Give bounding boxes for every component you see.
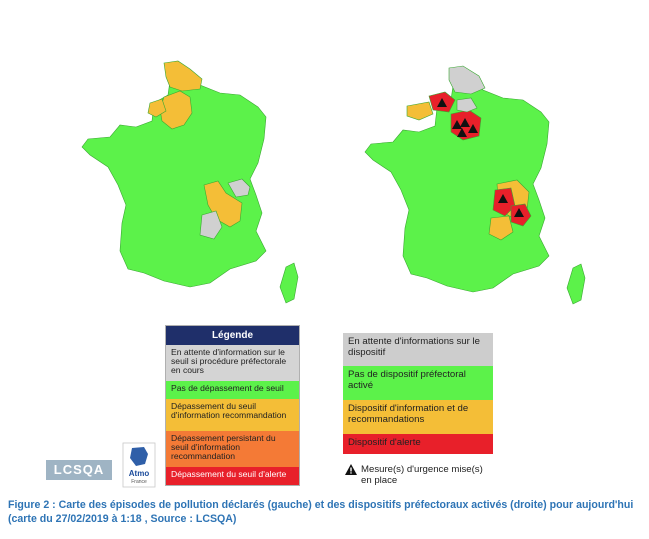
warning-icon [460, 118, 470, 127]
figure-caption: Figure 2 : Carte des épisodes de polluti… [8, 499, 634, 525]
pollution-episodes-map [81, 60, 299, 304]
warning-icon [514, 208, 524, 217]
region-drome-orange [488, 215, 514, 241]
legend-item-alert-measure: Dispositif d'alerte [343, 434, 493, 454]
region-savoie-grey [227, 178, 251, 198]
lcsqa-logo: LCSQA [46, 460, 112, 480]
urgence-markers [437, 98, 524, 217]
legend-item-information: Dépassement du seuil d'information recom… [166, 399, 299, 431]
legend-item-persistent: Dépassement persistant du seuil d'inform… [166, 431, 299, 467]
svg-text:Atmo: Atmo [129, 469, 150, 478]
warning-icon [437, 98, 447, 107]
svg-text:France: France [131, 479, 147, 485]
urgence-label: Mesure(s) d'urgence mise(s) en place [361, 464, 483, 486]
legend-item-pending: En attente d'information sur le seuil si… [166, 345, 299, 381]
region-hauts-de-france-grey [448, 65, 486, 95]
corsica [566, 263, 586, 305]
region-rhone-alpes-orange [203, 180, 243, 228]
legend-measures: En attente d'informations sur le disposi… [343, 333, 493, 486]
legend-title: Légende [166, 326, 299, 345]
warning-icon [345, 464, 357, 475]
legend-item-urgence: Mesure(s) d'urgence mise(s) en place [343, 464, 493, 486]
france-mainland [81, 66, 267, 288]
region-grey-east-paris [456, 97, 478, 113]
legend-item-pending-measure: En attente d'informations sur le disposi… [343, 333, 493, 366]
legend-item-no-measure: Pas de dispositif préfectoral activé [343, 366, 493, 400]
legend-item-alert: Dépassement du seuil d'alerte [166, 467, 299, 485]
legend-item-information-measure: Dispositif d'information et de recommand… [343, 400, 493, 434]
legend-episodes: Légende En attente d'information sur le … [165, 325, 300, 486]
warning-icon [498, 194, 508, 203]
region-hauts-de-france [163, 60, 203, 92]
region-isere-grey [199, 210, 223, 240]
prefectoral-measures-map [364, 65, 586, 305]
legend-item-no-exceedance: Pas de dépassement de seuil [166, 381, 299, 399]
atmo-france-logo: Atmo France [122, 442, 156, 488]
region-normandy-orange [406, 101, 434, 121]
region-normandy-coast [147, 98, 167, 118]
warning-icon [457, 128, 467, 137]
warning-icon [468, 124, 478, 133]
warning-icon [452, 120, 462, 129]
corsica [279, 262, 299, 304]
